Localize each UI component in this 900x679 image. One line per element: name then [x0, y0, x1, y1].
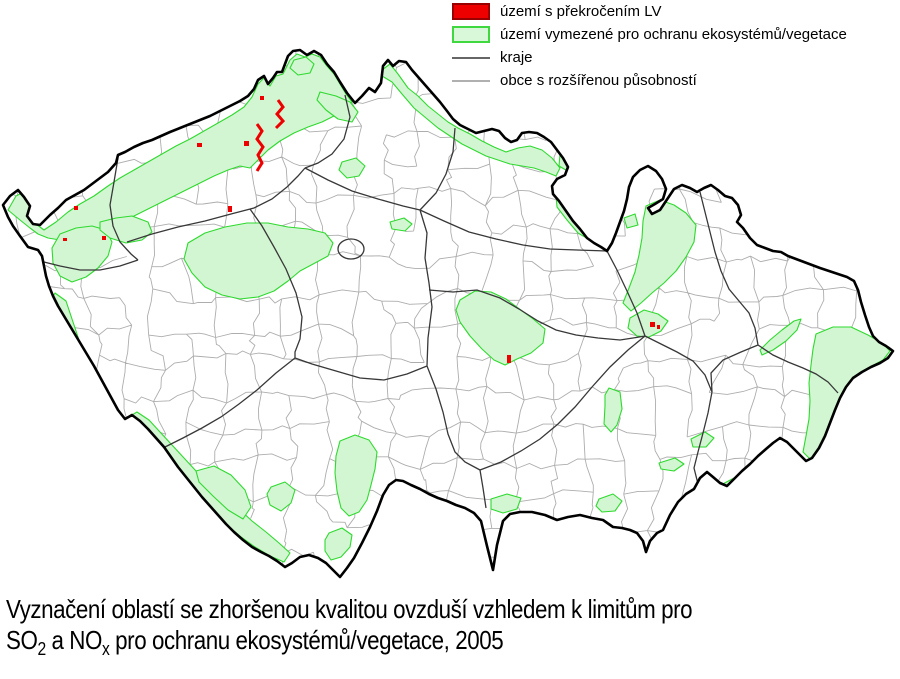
- map-caption: Vyznačení oblastí se zhoršenou kvalitou …: [6, 594, 900, 665]
- obce-line-swatch: [452, 79, 490, 82]
- legend-item-obce: obce s rozšířenou působností: [452, 71, 847, 90]
- caption-line-1: Vyznačení oblastí se zhoršenou kvalitou …: [6, 594, 693, 624]
- country-border-outline: [1, 48, 895, 579]
- caption-line-2: SO2 a NOx pro ochranu ekosystémů/vegetac…: [6, 625, 504, 660]
- exceedance-area-swatch: [452, 3, 490, 20]
- map-legend: území s překročením LV území vymezené pr…: [452, 2, 847, 94]
- legend-item-exceedance: území s překročením LV: [452, 2, 847, 21]
- legend-label: území vymezené pro ochranu ekosystémů/ve…: [500, 26, 847, 43]
- legend-item-kraje: kraje: [452, 48, 847, 67]
- legend-label: obce s rozšířenou působností: [500, 72, 697, 89]
- limit-exceedance-areas: [63, 96, 660, 363]
- country-fill: [3, 50, 893, 577]
- czech-republic-map: [1, 48, 895, 579]
- kraje-line-swatch: [452, 56, 490, 59]
- legend-label: kraje: [500, 49, 533, 66]
- legend-label: území s překročením LV: [500, 3, 662, 20]
- legend-item-protected: území vymezené pro ochranu ekosystémů/ve…: [452, 25, 847, 44]
- protected-area-swatch: [452, 26, 490, 43]
- kraje-boundary-lines: [43, 94, 839, 509]
